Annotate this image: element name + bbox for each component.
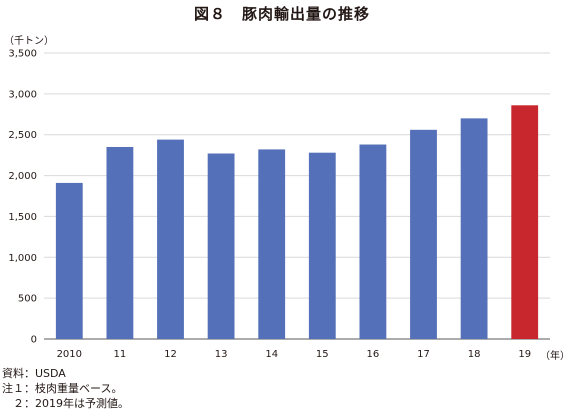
- note-source: 資料：USDA: [2, 367, 66, 380]
- y-tick-label: 2,000: [8, 171, 37, 182]
- x-tick-label: 17: [417, 349, 430, 360]
- bar-2010: [55, 182, 83, 339]
- bar-12: [157, 139, 184, 339]
- bar-19: [511, 105, 539, 339]
- y-tick-label: 2,500: [8, 130, 37, 141]
- y-tick-label: 3,500: [8, 49, 37, 60]
- y-tick-label: 1,000: [8, 253, 37, 264]
- bar-15: [308, 152, 336, 339]
- x-tick-label: 14: [265, 349, 278, 360]
- y-unit-label: （千トン）: [4, 36, 54, 47]
- x-tick-label: 11: [114, 349, 127, 360]
- x-tick-label: 16: [367, 349, 380, 360]
- bar-13: [207, 153, 235, 339]
- chart-title: 図８ 豚肉輸出量の推移: [193, 5, 370, 23]
- source-notes: 資料：USDA 注１：枝肉重量ベース。 ２：2019年は予測値。: [2, 366, 129, 411]
- x-tick-label: 13: [215, 349, 228, 360]
- x-unit-label: （年）: [540, 351, 564, 362]
- x-tick-label: 19: [518, 349, 531, 360]
- bar-17: [410, 129, 437, 339]
- x-tick-label: 18: [468, 349, 481, 360]
- bars: [55, 105, 539, 339]
- note-2: ２：2019年は予測値。: [2, 397, 129, 410]
- x-tick-label: 12: [164, 349, 177, 360]
- y-tick-label: 3,000: [8, 89, 37, 100]
- bar-18: [460, 118, 488, 339]
- note-1: 注１：枝肉重量ベース。: [2, 382, 123, 395]
- x-tick-label: 2010: [57, 349, 82, 360]
- y-tick-label: 1,500: [8, 212, 37, 223]
- y-tick-labels: 0 500 1,000 1,500 2,000 2,500 3,000 3,500: [8, 49, 37, 346]
- bar-11: [106, 146, 134, 339]
- x-tick-labels: 2010 11 12 13 14 15 16 17 18 19: [57, 349, 531, 360]
- y-tick-label: 0: [31, 335, 37, 346]
- bar-14: [258, 149, 286, 339]
- y-tick-label: 500: [18, 294, 37, 305]
- bar-16: [359, 144, 387, 339]
- x-tick-label: 15: [316, 349, 329, 360]
